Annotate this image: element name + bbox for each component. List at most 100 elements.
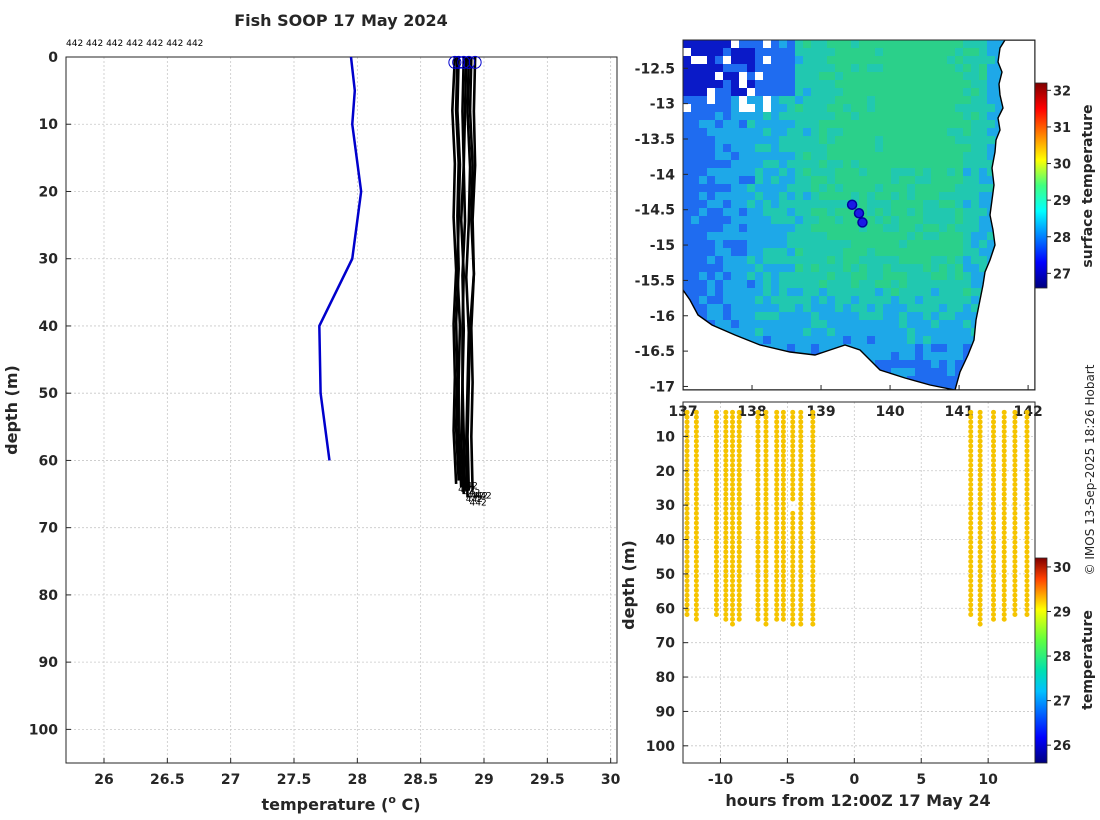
time-depth-point	[977, 607, 983, 613]
sst-cell	[827, 312, 835, 320]
time-depth-point	[810, 472, 816, 478]
sst-cell	[691, 192, 699, 200]
time-depth-point	[713, 583, 719, 589]
profile-end-label: 442	[470, 498, 487, 508]
sst-cell	[771, 120, 779, 128]
sst-cell	[875, 56, 883, 64]
sst-cell	[715, 184, 723, 192]
time-depth-point	[693, 496, 699, 502]
sst-cell	[995, 72, 1003, 80]
time-depth-point	[798, 472, 804, 478]
sst-cell	[843, 296, 851, 304]
left-y-tick-label: 90	[39, 655, 59, 671]
time-depth-point	[723, 510, 729, 516]
sst-cell	[811, 248, 819, 256]
time-depth-point	[755, 563, 761, 569]
sst-cell	[939, 272, 947, 280]
sst-cell	[723, 136, 731, 144]
sst-cell	[827, 208, 835, 216]
sst-cell	[691, 56, 699, 64]
time-depth-point	[780, 530, 786, 536]
sst-cell	[771, 224, 779, 232]
left-x-tick-label: 26.5	[150, 772, 185, 788]
sst-cell	[755, 256, 763, 264]
sst-cell	[715, 152, 723, 160]
sst-cell	[971, 120, 979, 128]
sst-cell	[811, 296, 819, 304]
time-depth-point	[790, 568, 796, 574]
sst-cell	[715, 128, 723, 136]
time-depth-point	[968, 443, 974, 449]
time-depth-point	[780, 429, 786, 435]
sst-cell	[907, 288, 915, 296]
sst-cell	[811, 64, 819, 72]
sst-cell	[795, 272, 803, 280]
sst-cell	[835, 112, 843, 120]
sst-cell	[987, 128, 995, 136]
sst-cell	[979, 160, 987, 168]
time-depth-point	[810, 438, 816, 444]
time-depth-point	[736, 559, 742, 565]
time-depth-point	[774, 443, 780, 449]
time-depth-point	[774, 616, 780, 622]
sst-cell	[691, 168, 699, 176]
sst-cell	[715, 160, 723, 168]
sst-cell	[787, 336, 795, 344]
time-depth-point	[723, 414, 729, 420]
sst-cell	[811, 280, 819, 288]
sst-cell	[731, 96, 739, 104]
sst-cell	[739, 168, 747, 176]
sst-cell	[787, 304, 795, 312]
sst-cell	[859, 272, 867, 280]
sst-cell	[891, 216, 899, 224]
sst-cell	[891, 328, 899, 336]
time-depth-point	[723, 534, 729, 540]
sst-cell	[699, 80, 707, 88]
sst-cell	[755, 304, 763, 312]
time-depth-point	[790, 583, 796, 589]
time-depth-point	[1024, 559, 1030, 565]
sst-cell	[987, 192, 995, 200]
time-depth-point	[1024, 443, 1030, 449]
sst-cell	[691, 208, 699, 216]
time-depth-point	[723, 453, 729, 459]
sst-cell	[787, 264, 795, 272]
sst-cell	[691, 288, 699, 296]
sst-cell	[763, 176, 771, 184]
time-depth-point	[736, 496, 742, 502]
time-depth-point	[1001, 544, 1007, 550]
time-depth-point	[736, 414, 742, 420]
time-depth-point	[723, 607, 729, 613]
time-depth-point	[810, 409, 816, 415]
sst-cell	[731, 208, 739, 216]
time-depth-point	[713, 482, 719, 488]
sst-cell	[963, 248, 971, 256]
sst-cell	[859, 336, 867, 344]
sst-cell	[715, 72, 723, 80]
sst-cell	[867, 216, 875, 224]
sst-cell	[899, 40, 907, 48]
time-depth-point	[730, 587, 736, 593]
sst-cell	[883, 200, 891, 208]
sst-cell	[819, 208, 827, 216]
time-depth-point	[798, 419, 804, 425]
time-depth-point	[693, 419, 699, 425]
time-depth-point	[736, 472, 742, 478]
time-depth-point	[1024, 433, 1030, 439]
time-depth-point	[755, 496, 761, 502]
time-depth-point	[713, 424, 719, 430]
sst-cell	[963, 240, 971, 248]
sst-cell	[875, 176, 883, 184]
time-depth-point	[713, 597, 719, 603]
time-depth-point	[977, 433, 983, 439]
time-depth-point	[755, 554, 761, 560]
sst-cell	[851, 144, 859, 152]
time-depth-point	[1012, 472, 1018, 478]
sst-cell	[947, 384, 955, 390]
time-depth-point	[736, 573, 742, 579]
time-y-tick-label: 70	[656, 636, 676, 652]
sst-cell	[699, 264, 707, 272]
sst-cell	[723, 224, 731, 232]
sst-cell	[715, 168, 723, 176]
sst-cell	[691, 96, 699, 104]
